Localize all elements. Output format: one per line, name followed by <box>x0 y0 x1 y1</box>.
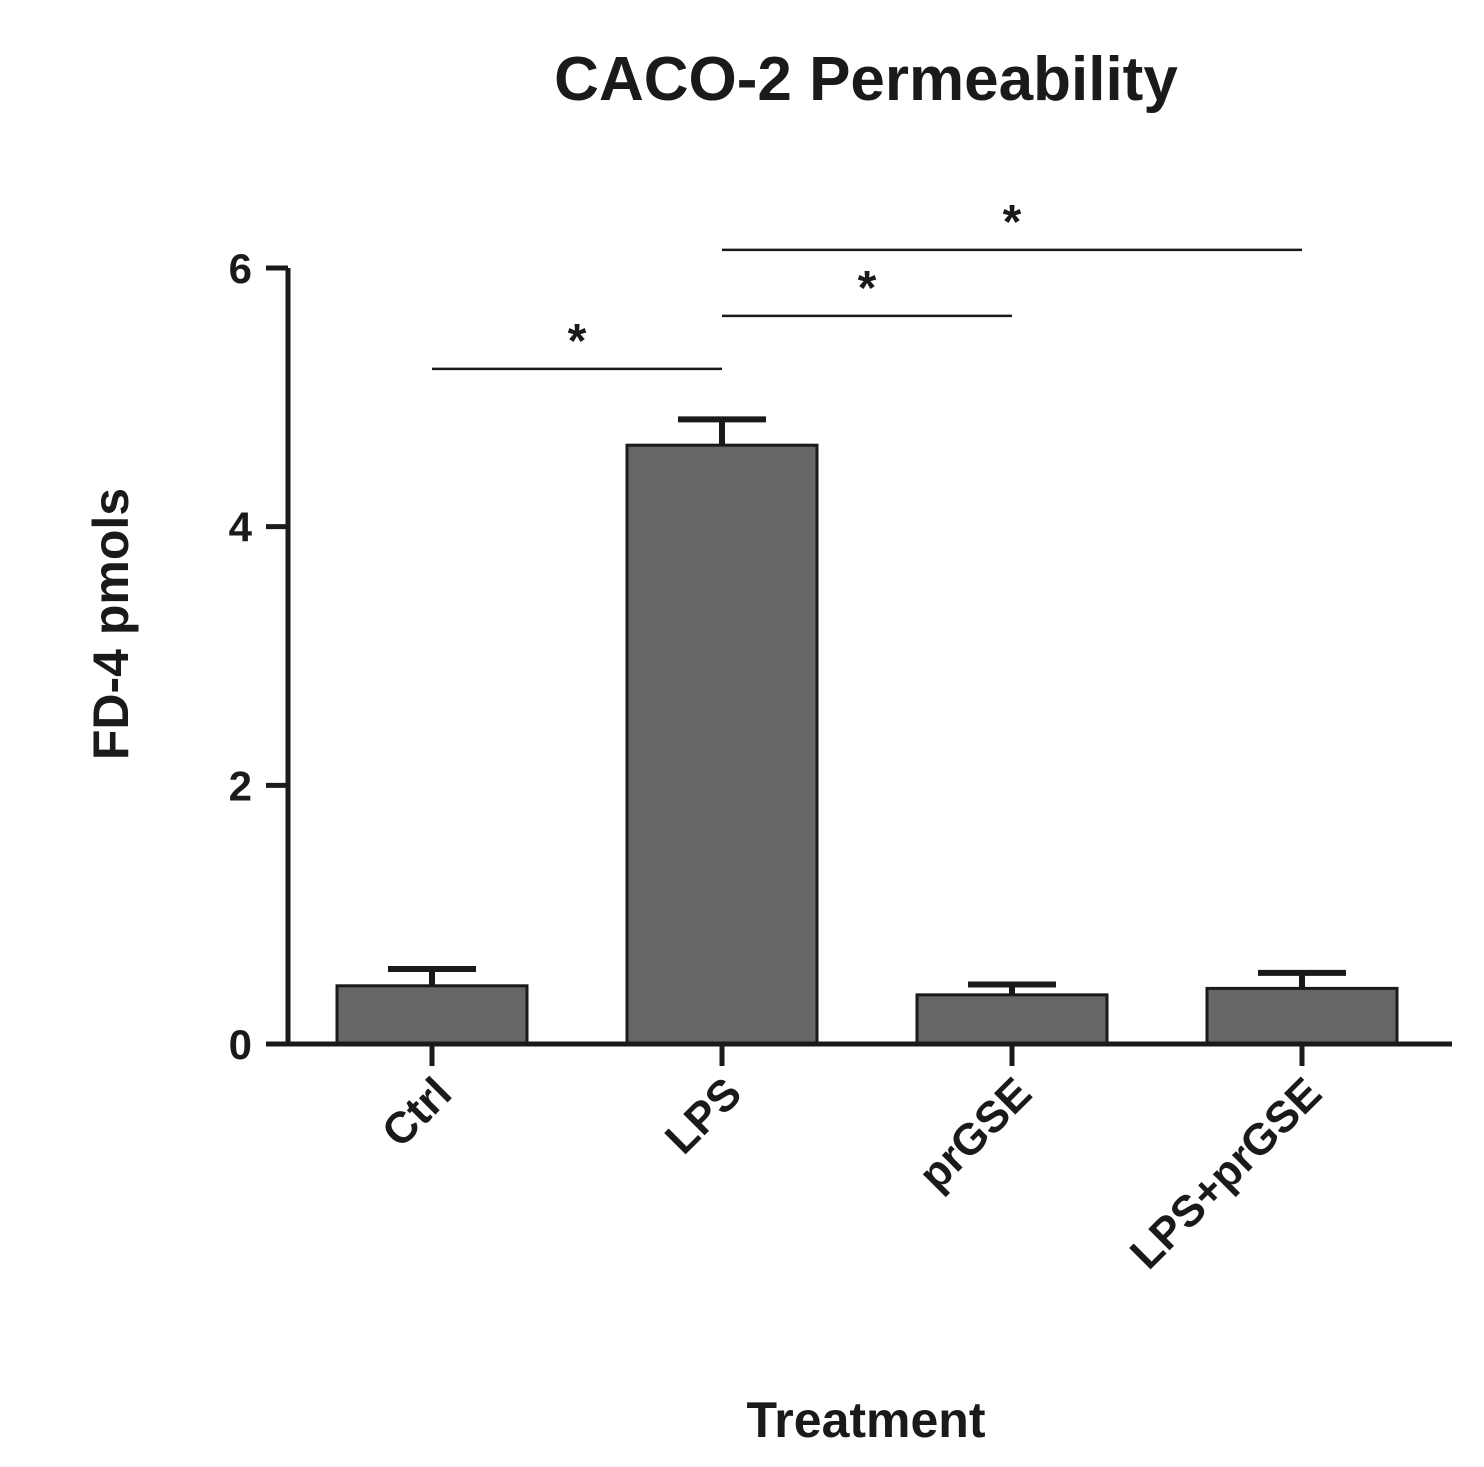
y-axis-label: FD-4 pmols <box>83 488 139 760</box>
y-tick-label: 0 <box>229 1021 252 1068</box>
bar <box>915 993 1109 1046</box>
y-tick-label: 4 <box>229 504 253 551</box>
x-tick-label: Ctrl <box>373 1068 461 1156</box>
x-axis-label: Treatment <box>747 1392 986 1448</box>
bar <box>335 984 529 1046</box>
chart-title: CACO-2 Permeability <box>554 45 1178 114</box>
x-tick-label: LPS <box>656 1068 751 1163</box>
significance-star: * <box>568 315 587 368</box>
y-tick-label: 2 <box>229 762 252 809</box>
x-tick-label: prGSE <box>910 1068 1041 1199</box>
significance-star: * <box>1003 196 1022 249</box>
bar <box>1205 986 1399 1046</box>
significance-star: * <box>858 262 877 315</box>
bar <box>625 443 819 1046</box>
plot-area: 0 2 4 6 Ctrl LPS prGSE LPS+prGSE * * * <box>229 196 1452 1279</box>
x-tick-label: LPS+prGSE <box>1121 1068 1331 1278</box>
y-tick-label: 6 <box>229 245 252 292</box>
